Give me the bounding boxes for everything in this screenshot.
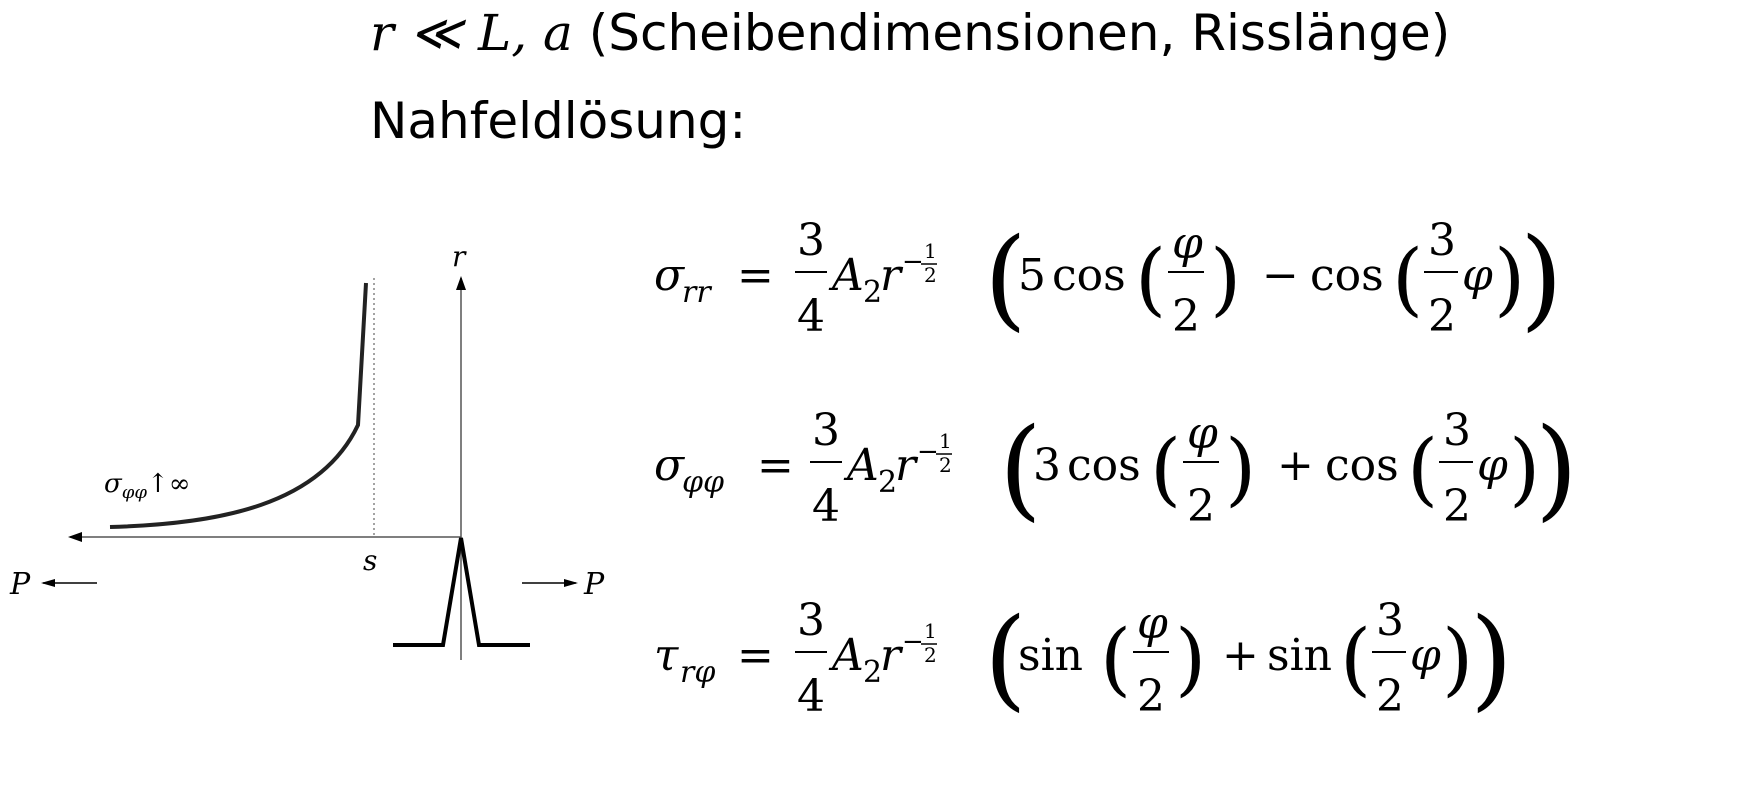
variable-r: r bbox=[880, 630, 904, 681]
fraction-num: 3 bbox=[812, 405, 840, 456]
exponent-num: 1 bbox=[924, 239, 937, 263]
variable-r: r bbox=[895, 440, 919, 491]
lhs-subscript: φφ bbox=[682, 465, 724, 500]
load-label-right: P bbox=[583, 567, 605, 602]
arg2-var: φ bbox=[1410, 630, 1441, 681]
lhs-subscript: rr bbox=[682, 275, 712, 310]
paren-close-2: ) bbox=[1442, 612, 1473, 705]
func1: cos bbox=[1052, 250, 1126, 301]
subtitle: Nahfeldlösung: bbox=[370, 92, 747, 150]
fraction-den: 4 bbox=[797, 291, 825, 342]
arg2-den: 2 bbox=[1428, 291, 1456, 342]
condition-text: (Scheibendimensionen, Risslänge) bbox=[588, 4, 1451, 62]
fraction-num: 3 bbox=[797, 595, 825, 646]
func2: cos bbox=[1325, 440, 1399, 491]
load-label-left: P bbox=[9, 567, 31, 602]
exponent-num: 1 bbox=[939, 429, 952, 453]
arg1-den: 2 bbox=[1187, 481, 1215, 532]
big-paren-open: ( bbox=[984, 594, 1027, 722]
exponent-num: 1 bbox=[924, 619, 937, 643]
lhs-symbol: σ bbox=[654, 250, 686, 301]
big-paren-open: ( bbox=[984, 214, 1027, 342]
arg1-num: φ bbox=[1187, 408, 1218, 459]
arg2-num: 3 bbox=[1428, 215, 1456, 266]
arg1-num: φ bbox=[1137, 598, 1168, 649]
operator: + bbox=[1222, 630, 1259, 681]
condition-line: r ≪ L, a (Scheibendimensionen, Risslänge… bbox=[370, 8, 1450, 58]
paren-open-1: ( bbox=[1100, 612, 1131, 705]
crack-wedge bbox=[393, 537, 530, 647]
lhs-symbol: τ bbox=[654, 630, 679, 681]
equation-row-2: τ rφ = 3 4 A 2 r − 1 2 ( sin ( φ 2 ) + s… bbox=[654, 594, 1513, 722]
fraction-den: 4 bbox=[797, 671, 825, 722]
paren-open-2: ( bbox=[1392, 232, 1423, 325]
stress-curve bbox=[109, 282, 368, 529]
big-paren-open: ( bbox=[999, 404, 1042, 532]
fraction-num: 3 bbox=[797, 215, 825, 266]
equation-row-1: σ φφ = 3 4 A 2 r − 1 2 ( 3 cos ( φ 2 ) +… bbox=[654, 404, 1578, 532]
paren-close-1: ) bbox=[1175, 612, 1206, 705]
arg2-den: 2 bbox=[1443, 481, 1471, 532]
s-label: s bbox=[363, 544, 377, 577]
coefficient-sub: 2 bbox=[863, 655, 882, 690]
lhs-subscript: rφ bbox=[680, 655, 715, 690]
paren-close-1: ) bbox=[1225, 422, 1256, 515]
arg1-den: 2 bbox=[1172, 291, 1200, 342]
equals-sign: = bbox=[737, 630, 774, 681]
paren-close-2: ) bbox=[1494, 232, 1525, 325]
variable-r: r bbox=[880, 250, 904, 301]
paren-close-2: ) bbox=[1509, 422, 1540, 515]
arg2-num: 3 bbox=[1443, 405, 1471, 456]
arg2-den: 2 bbox=[1376, 671, 1404, 722]
equals-sign: = bbox=[737, 250, 774, 301]
paren-open-2: ( bbox=[1340, 612, 1371, 705]
exponent-den: 2 bbox=[939, 453, 952, 477]
paren-close-1: ) bbox=[1210, 232, 1241, 325]
func1: sin bbox=[1018, 630, 1083, 681]
operator: + bbox=[1277, 440, 1314, 491]
paren-open-2: ( bbox=[1407, 422, 1438, 515]
equation-row-0: σ rr = 3 4 A 2 r − 1 2 ( 5 cos ( φ 2 ) −… bbox=[654, 214, 1563, 342]
big-paren-close: ) bbox=[1520, 214, 1563, 342]
func1: cos bbox=[1067, 440, 1141, 491]
paren-open-1: ( bbox=[1135, 232, 1166, 325]
exponent-den: 2 bbox=[924, 643, 937, 667]
func2: sin bbox=[1267, 630, 1332, 681]
arg1-den: 2 bbox=[1137, 671, 1165, 722]
exponent-den: 2 bbox=[924, 263, 937, 287]
func2: cos bbox=[1310, 250, 1384, 301]
equals-sign: = bbox=[757, 440, 794, 491]
coefficient-sub: 2 bbox=[863, 275, 882, 310]
coefficient-c1: 3 bbox=[1033, 440, 1061, 491]
fraction-den: 4 bbox=[812, 481, 840, 532]
big-paren-close: ) bbox=[1535, 404, 1578, 532]
exponent-sign: − bbox=[902, 627, 924, 657]
coefficient: A bbox=[828, 630, 864, 681]
operator: − bbox=[1262, 250, 1299, 301]
arg2-num: 3 bbox=[1376, 595, 1404, 646]
condition-math: r ≪ L, a bbox=[370, 4, 573, 62]
big-paren-close: ) bbox=[1470, 594, 1513, 722]
lhs-symbol: σ bbox=[654, 440, 686, 491]
exponent-sign: − bbox=[902, 247, 924, 277]
coefficient-sub: 2 bbox=[878, 465, 897, 500]
exponent-sign: − bbox=[917, 437, 939, 467]
stress-label: σφφ↑∞ bbox=[104, 469, 190, 503]
coefficient: A bbox=[828, 250, 864, 301]
coefficient: A bbox=[843, 440, 879, 491]
arg2-var: φ bbox=[1462, 250, 1493, 301]
paren-open-1: ( bbox=[1150, 422, 1181, 515]
coefficient-c1: 5 bbox=[1018, 250, 1046, 301]
crack-tip-figure: r s σφφ↑∞ P P bbox=[9, 240, 605, 660]
arg2-var: φ bbox=[1477, 440, 1508, 491]
r-axis-label: r bbox=[452, 240, 467, 273]
arg1-num: φ bbox=[1172, 218, 1203, 269]
